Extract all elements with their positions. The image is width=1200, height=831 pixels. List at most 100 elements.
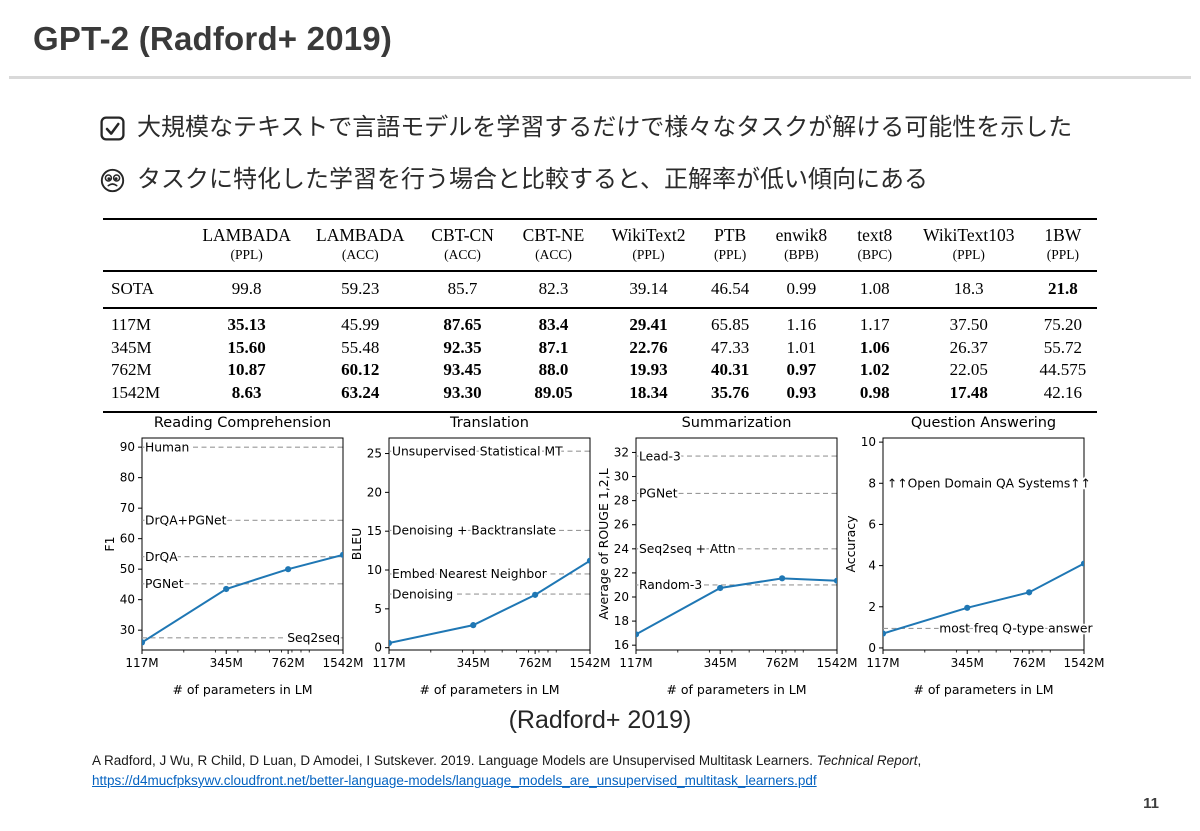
data-point [470, 622, 477, 629]
table-header-row: LAMBADA (PPL) LAMBADA (ACC) CBT-CN (ACC) CBT-N… [103, 219, 1097, 273]
svg-text:762M: 762M [1012, 656, 1045, 670]
table-cell: 87.65 [443, 314, 482, 334]
chart-title: Reading Comprehension [154, 415, 331, 431]
svg-text:80: 80 [120, 471, 135, 485]
chart-translation: Translation 0 5 10 15 20 25 117M 345M 762M 1542M # … [349, 415, 610, 697]
svg-text:18: 18 [614, 614, 629, 628]
row-label: 117M [111, 314, 151, 334]
page-number: 11 [1143, 795, 1159, 812]
figure-caption: (Radford+ 2019) [508, 706, 692, 734]
svg-text:10: 10 [861, 435, 876, 449]
table-row: 1542M 8.63 63.24 93.30 89.05 18.34 35.76 0.93 0.… [103, 382, 1097, 412]
table-row: 117M 35.13 45.99 87.65 83.4 29.41 65.85 1.16 1.1… [103, 308, 1097, 337]
svg-text:2: 2 [868, 600, 876, 614]
table-cell: 21.8 [1028, 271, 1097, 309]
table-cell: 59.23 [303, 271, 418, 309]
data-point [636, 631, 640, 638]
svg-text:1542M: 1542M [1064, 656, 1105, 670]
svg-text:1542M: 1542M [817, 656, 858, 670]
row-label: 345M [111, 337, 152, 357]
table-row: 345M 15.60 55.48 92.35 87.1 22.76 47.33 1.01 1.0… [103, 337, 1097, 360]
svg-text:30: 30 [614, 470, 629, 484]
table-cell: 1.01 [786, 337, 817, 357]
x-axis-label: # of parameters in LM [172, 682, 312, 697]
bullet-list: 大規模なテキストで言語モデルを学習するだけで様々なタスクが解ける可能性を示した … [99, 111, 1129, 214]
table-cell: 0.97 [786, 360, 817, 380]
svg-text:60: 60 [120, 532, 135, 546]
svg-text:762M: 762M [518, 656, 551, 670]
table-cell: 0.99 [762, 271, 841, 309]
table-cell: 45.99 [341, 314, 380, 334]
chart-title: Translation [449, 415, 529, 431]
svg-text:345M: 345M [457, 656, 490, 670]
table-cell: 8.63 [231, 383, 262, 403]
svg-text:6: 6 [868, 517, 876, 531]
baseline-label: DrQA+PGNet [145, 514, 227, 528]
table-cell: 44.575 [1039, 360, 1087, 380]
confounded-face-icon [99, 163, 126, 204]
chart-question-answering: Question Answering 0 2 4 6 8 10 117M 345M 762M 154… [843, 415, 1104, 697]
series-line [883, 562, 1084, 635]
benchmark-table-section: LAMBADA (PPL) LAMBADA (ACC) CBT-CN (ACC) CBT-N… [103, 218, 1097, 413]
baseline-label: DrQA [145, 550, 178, 564]
table-cell: 93.30 [443, 383, 482, 403]
data-point [532, 591, 539, 598]
svg-text:28: 28 [614, 494, 629, 508]
citation-after-italic: , [917, 753, 922, 768]
svg-text:345M: 345M [704, 656, 737, 670]
table-cell: 92.35 [443, 337, 482, 357]
svg-text:117M: 117M [372, 656, 405, 670]
bullet-text: タスクに特化した学習を行う場合と比較すると、正解率が低い傾向にある [137, 165, 929, 193]
svg-text:20: 20 [614, 590, 629, 604]
table-cell: 87.1 [538, 337, 569, 357]
table-cell: 46.54 [698, 271, 763, 309]
table-cell: 37.50 [949, 314, 988, 334]
svg-text:117M: 117M [866, 656, 899, 670]
table-cell: 55.48 [341, 337, 380, 357]
row-label: SOTA [103, 271, 190, 309]
citation-line: A Radford, J Wu, R Child, D Luan, D Amod… [92, 751, 1152, 771]
svg-text:8: 8 [868, 476, 876, 490]
svg-text:5: 5 [374, 602, 382, 616]
data-point [586, 557, 590, 564]
table-cell: 39.14 [598, 271, 699, 309]
baseline-label: Seq2seq + Attn [639, 542, 736, 556]
table-cell: 1.06 [859, 337, 890, 357]
y-axis-label: BLEU [349, 528, 364, 561]
table-cell: 55.72 [1043, 337, 1082, 357]
baseline-label: Lead-3 [639, 449, 681, 463]
series-line [389, 559, 590, 644]
table-cell: 15.60 [227, 337, 266, 357]
svg-text:345M: 345M [951, 656, 984, 670]
baseline-label: Denoising + Backtranslate [392, 524, 556, 538]
table-cell: 89.05 [534, 383, 573, 403]
checkbox-checked-icon [99, 111, 126, 152]
x-axis-label: # of parameters in LM [666, 682, 806, 697]
svg-text:1542M: 1542M [323, 656, 364, 670]
table-cell: 75.20 [1043, 314, 1082, 334]
charts-row: Reading Comprehension 30 40 50 60 70 80 90 117M 3… [102, 412, 1104, 700]
benchmark-table: LAMBADA (PPL) LAMBADA (ACC) CBT-CN (ACC) CBT-N… [103, 218, 1097, 413]
table-cell: 18.34 [629, 383, 668, 403]
svg-text:50: 50 [120, 562, 135, 576]
svg-text:117M: 117M [125, 656, 158, 670]
title-divider [9, 76, 1191, 79]
svg-text:70: 70 [120, 501, 135, 515]
y-axis-label: F1 [102, 536, 117, 551]
table-cell: 47.33 [711, 337, 750, 357]
table-cell: 65.85 [711, 314, 750, 334]
column-header: CBT-CN (ACC) [417, 219, 509, 273]
baseline-label: Human [145, 440, 189, 454]
data-point [833, 577, 837, 584]
svg-text:15: 15 [367, 524, 382, 538]
table-cell: 93.45 [443, 360, 482, 380]
svg-text:20: 20 [367, 485, 382, 499]
svg-text:32: 32 [614, 445, 629, 459]
table-cell: 82.3 [508, 271, 599, 309]
svg-text:0: 0 [374, 641, 382, 655]
table-cell: 26.37 [949, 337, 988, 357]
table-cell: 1.08 [840, 271, 909, 309]
citation-link[interactable]: https://d4mucfpksywv.cloudfront.net/bett… [92, 772, 817, 788]
table-cell: 35.76 [711, 383, 750, 403]
column-header: 1BW (PPL) [1028, 219, 1097, 273]
